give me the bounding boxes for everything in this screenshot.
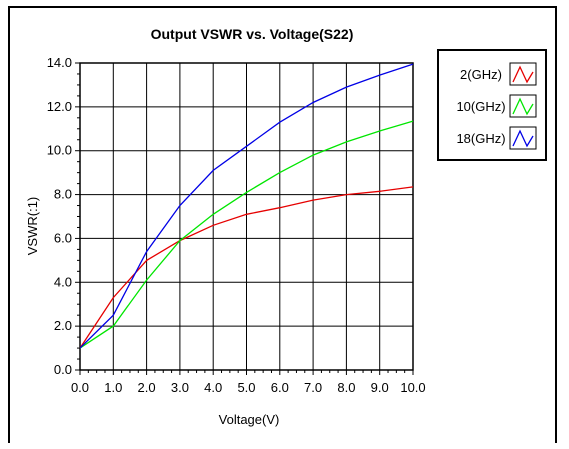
x-tick-label: 5.0 [237, 380, 255, 395]
legend-label: 2(GHz) [460, 67, 502, 82]
legend-line-sample [512, 129, 534, 148]
series-line-10(GHz) [79, 120, 414, 349]
chart-panel: Output VSWR vs. Voltage(S22) 0.0 1.0 2.0 3.… [8, 6, 557, 443]
grid [80, 63, 413, 370]
y-tick-label: 10.0 [47, 143, 72, 158]
chart-title: Output VSWR vs. Voltage(S22) [151, 26, 354, 42]
legend-line-sample [512, 97, 534, 116]
x-tick-label: 3.0 [171, 380, 189, 395]
series-line-18(GHz) [79, 63, 414, 349]
series-lines [79, 63, 414, 349]
x-tick-label: 9.0 [371, 380, 389, 395]
x-tick-label: 1.0 [104, 380, 122, 395]
legend-line-sample [512, 65, 534, 84]
x-tick-label: 4.0 [204, 380, 222, 395]
y-tick-label: 8.0 [54, 187, 72, 202]
legend-label: 18(GHz) [456, 131, 505, 146]
y-tick-label: 0.0 [54, 362, 72, 377]
chart-svg: Output VSWR vs. Voltage(S22) 0.0 1.0 2.0 3.… [25, 26, 547, 427]
y-tick-label: 2.0 [54, 318, 72, 333]
x-tick-label: 7.0 [304, 380, 322, 395]
legend: 2(GHz) 10(GHz) 18(GHz) [437, 49, 547, 161]
x-axis-label: Voltage(V) [219, 412, 280, 427]
axis-ticks: 0.0 1.0 2.0 3.0 4.0 5.0 6.0 7.0 8.0 9.0 10.0 0.0 2.0… [47, 55, 426, 395]
y-tick-label: 14.0 [47, 55, 72, 70]
y-tick-label: 6.0 [54, 230, 72, 245]
legend-label: 10(GHz) [456, 99, 505, 114]
x-tick-label: 2.0 [138, 380, 156, 395]
x-tick-label: 6.0 [271, 380, 289, 395]
y-tick-label: 12.0 [47, 99, 72, 114]
x-tick-label: 8.0 [337, 380, 355, 395]
x-tick-label: 10.0 [400, 380, 425, 395]
y-tick-label: 4.0 [54, 274, 72, 289]
y-axis-label: VSWR(:1) [25, 197, 40, 256]
x-tick-label: 0.0 [71, 380, 89, 395]
